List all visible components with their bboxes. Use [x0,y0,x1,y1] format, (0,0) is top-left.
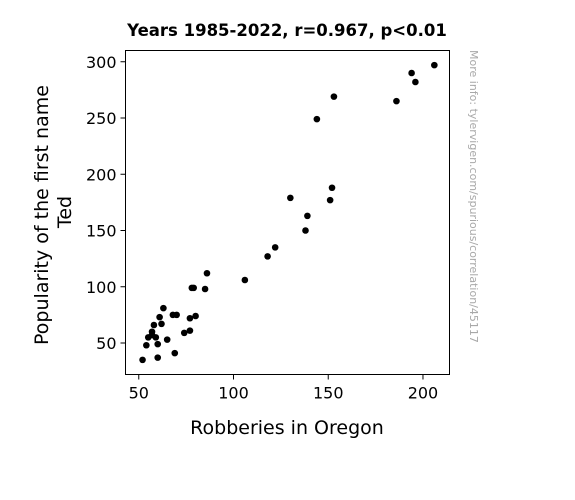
data-point-5 [150,321,158,329]
x-tick-label: 50 [129,384,149,403]
data-point-4 [148,328,156,336]
data-point-10 [158,320,165,328]
data-point-15 [173,311,180,319]
data-point-31 [326,196,334,204]
x-axis-ticks: 50 100 150 200 [129,374,439,403]
y-axis-ticks: 50 100 150 200 250 300 [86,53,126,353]
y-tick-label: 250 [86,109,117,128]
y-axis-label: Popularity of the first name Ted [31,79,76,345]
data-point-32 [328,184,336,192]
data-point-22 [201,285,209,293]
plot-frame [125,50,450,375]
data-point-29 [304,212,311,220]
watermark-text: More info: tylervigen.com/spurious/corre… [467,50,480,343]
y-tick-label: 300 [86,53,117,72]
x-axis-label: Robberies in Oregon [190,417,384,439]
data-point-18 [186,314,194,322]
data-point-27 [287,194,294,202]
data-point-12 [163,336,171,343]
data-point-33 [330,93,338,100]
points-layer [139,61,438,364]
data-point-37 [431,61,438,69]
data-point-25 [264,253,271,260]
data-point-17 [186,327,194,334]
y-tick-label: 100 [86,278,117,297]
x-tick-label: 150 [313,384,344,403]
data-point-8 [154,354,162,361]
y-tick-label: 200 [86,165,117,184]
data-point-36 [412,78,419,86]
data-point-11 [160,304,167,312]
x-tick-label: 200 [408,384,439,403]
x-tick-label: 100 [218,384,249,403]
data-point-6 [152,334,160,341]
data-point-28 [302,227,309,234]
data-point-24 [241,276,249,284]
chart-title: Years 1985-2022, r=0.967, p<0.01 [126,21,447,40]
data-point-35 [408,69,415,77]
data-point-26 [271,244,279,251]
data-point-16 [180,329,188,337]
data-point-14 [171,349,179,357]
y-tick-label: 150 [86,222,117,241]
data-point-0 [139,356,146,364]
data-point-7 [154,340,162,348]
data-point-20 [190,284,198,292]
data-point-23 [203,269,211,277]
data-point-9 [156,313,163,321]
y-axis-label-line-1: Popularity of the first name [31,85,53,345]
data-point-34 [393,97,400,105]
y-axis-label-line-2: Ted [54,196,76,229]
data-point-21 [192,312,199,320]
y-tick-label: 50 [96,334,116,353]
data-point-1 [143,341,150,349]
data-point-30 [313,115,321,123]
